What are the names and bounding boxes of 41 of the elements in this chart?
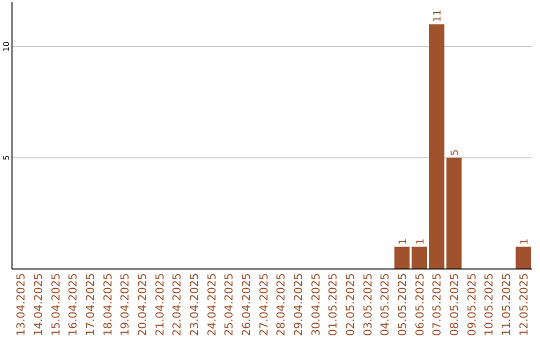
- x-tick-label: 05.05.2025: [396, 273, 409, 336]
- x-tick-label: 23.04.2025: [188, 273, 201, 336]
- data-label: 1: [398, 238, 409, 245]
- x-tick-label: 09.05.2025: [465, 273, 478, 336]
- x-tick-label: 06.05.2025: [413, 273, 426, 336]
- bar: [394, 246, 410, 269]
- x-tick-label: 02.05.2025: [344, 273, 357, 336]
- x-tick-label: 28.04.2025: [274, 273, 288, 336]
- x-tick-label: 19.04.2025: [118, 273, 132, 336]
- bar: [446, 158, 462, 269]
- x-tick-label: 29.04.2025: [292, 273, 305, 336]
- bar: [412, 246, 427, 269]
- x-tick-label: 14.04.2025: [32, 273, 45, 336]
- x-tick-label: 04.05.2025: [378, 273, 392, 336]
- x-tick-label: 21.04.2025: [153, 273, 166, 336]
- x-tick-label: 15.04.2025: [49, 273, 62, 336]
- data-label: 1: [519, 238, 530, 245]
- data-label: 1: [415, 238, 426, 245]
- x-tick-label: 12.05.2025: [517, 273, 530, 336]
- bar: [516, 246, 531, 269]
- data-label: 5: [450, 149, 461, 156]
- x-tick-label: 17.04.2025: [84, 273, 97, 336]
- data-label: 11: [432, 10, 444, 22]
- bar: [429, 24, 444, 269]
- y-tick-label: 10: [2, 41, 11, 52]
- x-tick-label: 22.04.2025: [170, 273, 184, 336]
- x-tick-label: 30.04.2025: [309, 273, 322, 336]
- x-tick-label: 08.05.2025: [448, 273, 461, 336]
- x-tick-label: 20.04.2025: [136, 273, 149, 336]
- x-tick-label: 27.04.2025: [257, 273, 270, 336]
- x-tick-label: 07.05.2025: [430, 273, 444, 336]
- x-tick-label: 01.05.2025: [326, 273, 340, 336]
- x-tick-label: 26.04.2025: [240, 273, 253, 336]
- x-tick-label: 13.04.2025: [14, 273, 28, 336]
- x-tick-label: 16.04.2025: [66, 273, 80, 336]
- x-tick-label: 10.05.2025: [482, 273, 496, 336]
- x-tick-label: 11.05.2025: [500, 273, 513, 336]
- x-tick-label: 25.04.2025: [222, 273, 236, 336]
- x-tick-label: 03.05.2025: [361, 273, 374, 336]
- x-tick-label: 24.04.2025: [205, 273, 218, 336]
- x-tick-label: 18.04.2025: [101, 273, 114, 336]
